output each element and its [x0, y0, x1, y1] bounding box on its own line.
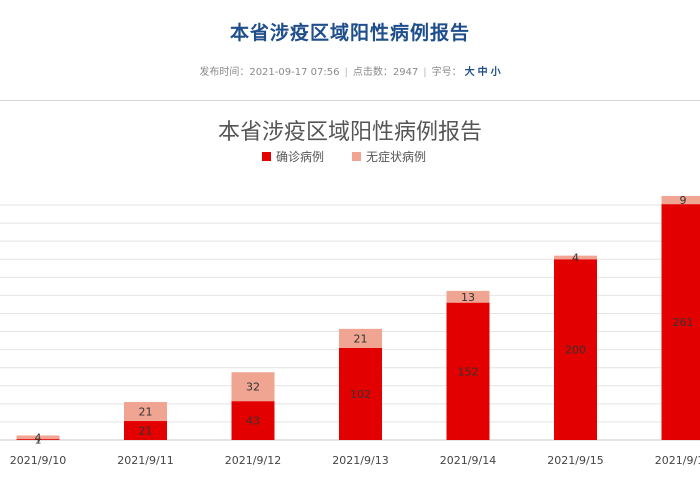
data-label-confirmed: 21 — [139, 425, 153, 438]
bar-confirmed — [231, 401, 275, 440]
x-tick-label: 2021/9/14 — [440, 454, 496, 467]
bar-asymptomatic — [124, 402, 167, 422]
clicks-label: 点击数： — [352, 67, 393, 78]
click-count: 2947 — [392, 67, 419, 78]
x-tick-label: 2021/9/15 — [547, 454, 603, 467]
font-size-medium-link[interactable]: 中 — [477, 67, 488, 78]
bar-asymptomatic — [16, 435, 60, 440]
data-label-confirmed: 1 — [35, 434, 42, 447]
data-label-asymptomatic: 21 — [354, 332, 368, 345]
x-tick-label: 2021/9/10 — [10, 454, 66, 467]
bar-asymptomatic — [554, 255, 597, 260]
legend-label: 无症状病例 — [366, 149, 426, 164]
publish-label: 发布时间： — [199, 67, 250, 78]
data-label-asymptomatic: 4 — [572, 251, 579, 264]
data-label-confirmed: 261 — [673, 316, 694, 329]
data-label-asymptomatic: 21 — [139, 406, 153, 419]
bar-confirmed — [554, 259, 597, 440]
font-size-label: 字号： — [431, 67, 462, 78]
bar-asymptomatic — [231, 372, 275, 402]
bar-confirmed — [339, 347, 382, 440]
legend-label: 确诊病例 — [276, 149, 324, 164]
x-tick-label: 2021/9/12 — [225, 454, 281, 467]
article-title: 本省涉疫区域阳性病例报告 — [229, 22, 470, 44]
data-label-confirmed: 43 — [246, 415, 260, 428]
data-label-asymptomatic: 9 — [680, 194, 687, 207]
font-size-large-link[interactable]: 大 — [464, 67, 475, 78]
x-tick-label: 2021/9/13 — [332, 454, 388, 467]
meta-separator: | — [423, 67, 427, 78]
bar-confirmed — [446, 302, 490, 440]
bar-asymptomatic — [339, 328, 382, 348]
bar-confirmed — [124, 421, 167, 440]
header-divider — [0, 100, 700, 101]
bar-asymptomatic — [446, 290, 490, 303]
data-label-confirmed: 102 — [350, 388, 371, 401]
data-label-asymptomatic: 4 — [35, 431, 42, 444]
legend-swatch — [262, 152, 271, 161]
bar-confirmed — [661, 204, 700, 440]
legend-swatch — [352, 152, 361, 161]
x-tick-label: 2021/9/11 — [117, 454, 173, 467]
data-label-asymptomatic: 32 — [246, 381, 260, 394]
chart-title: 本省涉疫区域阳性病例报告 — [218, 120, 482, 145]
x-tick-label: 2021/9/16 — [655, 454, 700, 467]
data-label-asymptomatic: 13 — [461, 291, 475, 304]
publish-time: 2021-09-17 07:56 — [249, 67, 340, 78]
bar-asymptomatic — [661, 196, 700, 205]
data-label-confirmed: 152 — [458, 365, 479, 378]
article-meta: 发布时间：2021-09-17 07:56 | 点击数：2947 | 字号：大中小 — [0, 63, 700, 78]
data-label-confirmed: 200 — [565, 344, 586, 357]
meta-separator: | — [344, 67, 348, 78]
font-size-small-link[interactable]: 小 — [490, 67, 501, 78]
bar-confirmed — [16, 439, 60, 440]
